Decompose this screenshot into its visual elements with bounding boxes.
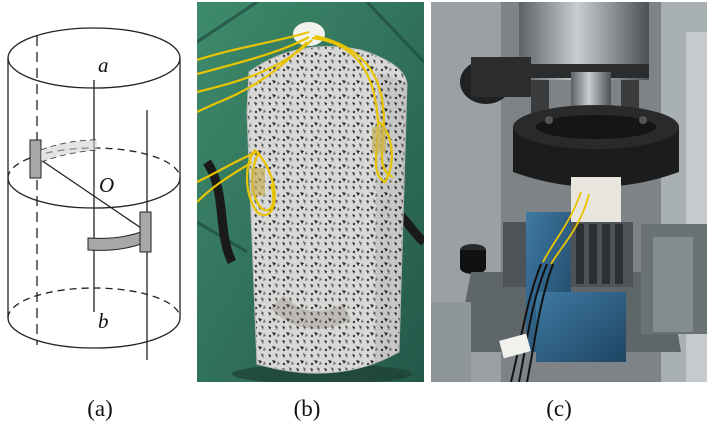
caption-a: (a) bbox=[87, 396, 113, 421]
cylinder-diagram-svg: a O b bbox=[7, 27, 181, 360]
test-machine-svg bbox=[431, 2, 707, 382]
label-o: O bbox=[99, 173, 114, 197]
test-machine-photo bbox=[431, 2, 707, 382]
caption-b: (b) bbox=[293, 396, 321, 421]
caption-c: (c) bbox=[546, 396, 572, 421]
upper-strain-gauge bbox=[29, 139, 98, 179]
bottom-ellipse-front bbox=[7, 317, 181, 349]
granite-cylinder bbox=[247, 46, 407, 374]
granite-specimen-photo bbox=[197, 2, 424, 382]
gauge-wires bbox=[197, 30, 394, 217]
strain-gauge-left bbox=[251, 168, 265, 196]
label-a: a bbox=[98, 53, 109, 77]
signal-cables bbox=[510, 263, 554, 382]
top-ellipse bbox=[7, 27, 181, 89]
granite-specimen-svg bbox=[197, 2, 424, 382]
label-b: b bbox=[98, 309, 109, 333]
lower-strain-gauge bbox=[87, 211, 152, 253]
diameter-line bbox=[37, 157, 148, 233]
cylinder-diagram: a O b bbox=[0, 0, 190, 385]
strain-gauge-right bbox=[372, 127, 386, 153]
